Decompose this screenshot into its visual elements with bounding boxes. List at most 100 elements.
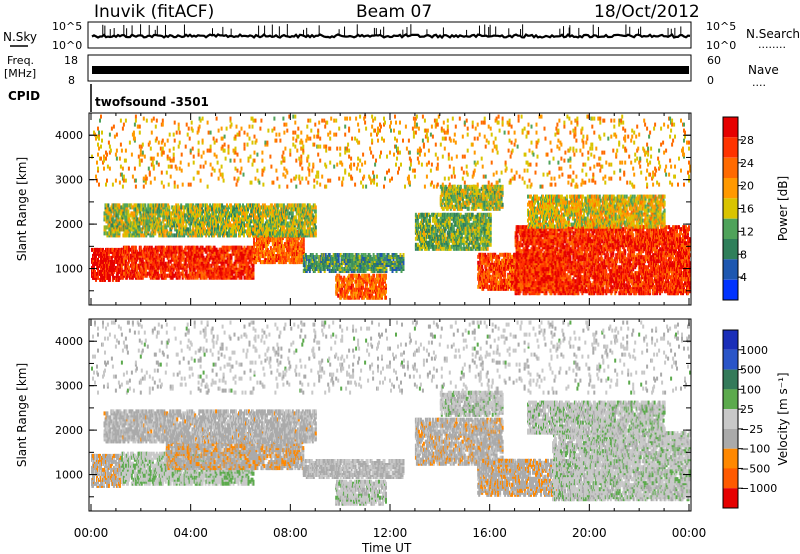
- data-cell: [148, 262, 150, 266]
- data-cell: [128, 266, 130, 270]
- data-cell: [315, 205, 317, 209]
- data-cell: [227, 246, 229, 250]
- data-cell: [247, 215, 249, 219]
- data-cell: [173, 233, 175, 237]
- data-cell: [315, 213, 317, 217]
- data-cell: [422, 245, 424, 249]
- data-cell: [136, 211, 138, 215]
- data-cell: [375, 282, 377, 286]
- data-cell: [303, 246, 305, 250]
- data-cell: [190, 272, 192, 276]
- data-cell: [232, 270, 234, 274]
- data-cell: [183, 274, 185, 278]
- data-cell: [108, 248, 110, 252]
- data-cell: [359, 255, 361, 259]
- data-cell: [340, 276, 342, 280]
- noise-tick-left-top: 10^5: [52, 20, 82, 33]
- data-cell: [107, 256, 109, 260]
- data-cell: [216, 203, 218, 207]
- data-cell: [415, 219, 417, 223]
- data-cell: [277, 203, 279, 207]
- data-cell: [260, 211, 262, 215]
- data-cell: [183, 254, 185, 258]
- data-cell: [329, 269, 331, 273]
- data-cell: [363, 253, 365, 257]
- data-cell: [300, 203, 302, 207]
- data-cell: [140, 207, 142, 211]
- data-cell: [171, 233, 173, 237]
- data-cell: [266, 219, 268, 223]
- data-cell: [224, 264, 226, 268]
- data-cell: [338, 259, 340, 263]
- data-cell: [138, 233, 140, 237]
- data-cell: [315, 219, 317, 223]
- data-cell: [94, 270, 96, 274]
- data-cell: [315, 209, 317, 213]
- data-cell: [155, 246, 157, 250]
- data-cell: [292, 211, 294, 215]
- data-cell: [310, 253, 312, 257]
- data-cell: [135, 246, 137, 250]
- data-cell: [363, 280, 365, 284]
- data-cell: [132, 270, 134, 274]
- data-cell: [298, 242, 300, 246]
- data-cell: [338, 282, 340, 286]
- data-cell: [179, 272, 181, 276]
- data-cell: [382, 290, 384, 294]
- data-cell: [168, 260, 170, 264]
- date-title: 18/Oct/2012: [594, 2, 700, 22]
- data-cell: [199, 203, 201, 207]
- data-cell: [434, 245, 436, 249]
- data-cell: [381, 274, 383, 278]
- data-cell: [287, 211, 289, 215]
- data-cell: [401, 269, 403, 273]
- data-cell: [400, 259, 402, 263]
- cpid-value: twofsound -3501: [95, 95, 209, 109]
- data-cell: [244, 229, 246, 233]
- data-cell: [373, 274, 375, 278]
- data-cell: [140, 246, 142, 250]
- data-cell: [155, 260, 157, 264]
- data-cell: [403, 253, 405, 257]
- data-cell: [118, 203, 120, 207]
- data-cell: [367, 288, 369, 292]
- data-cell: [163, 229, 165, 233]
- data-cell: [156, 203, 158, 207]
- data-cell: [177, 203, 179, 207]
- data-cell: [236, 250, 238, 254]
- data-cell: [157, 252, 159, 256]
- noise-tick-right-bottom: 10^0: [706, 39, 736, 52]
- data-cell: [212, 268, 214, 272]
- nave-dots: ....: [752, 76, 766, 89]
- nave-tick-top: 60: [707, 54, 721, 67]
- data-cell: [342, 267, 344, 271]
- data-cell: [281, 240, 283, 244]
- data-cell: [260, 254, 262, 258]
- data-cell: [253, 272, 255, 276]
- data-cell: [100, 248, 102, 252]
- data-cell: [168, 205, 170, 209]
- data-cell: [435, 229, 437, 233]
- data-cell: [128, 246, 130, 250]
- data-cell: [365, 253, 367, 257]
- data-cell: [209, 203, 211, 207]
- data-cell: [315, 225, 317, 229]
- data-cell: [231, 260, 233, 264]
- data-cell: [289, 211, 291, 215]
- data-cell: [128, 233, 130, 237]
- data-cell: [337, 294, 339, 298]
- data-cell: [241, 246, 243, 250]
- data-cell: [246, 258, 248, 262]
- data-cell: [107, 203, 109, 207]
- data-cell: [189, 252, 191, 256]
- data-cell: [384, 253, 386, 257]
- data-cell: [163, 258, 165, 262]
- data-cell: [236, 264, 238, 268]
- data-cell: [91, 248, 93, 252]
- data-cell: [125, 264, 127, 268]
- data-cell: [104, 211, 106, 215]
- noise-tick-left-bottom: 10^0: [52, 39, 82, 52]
- data-cell: [106, 252, 108, 256]
- data-cell: [126, 203, 128, 207]
- data-cell: [193, 276, 195, 280]
